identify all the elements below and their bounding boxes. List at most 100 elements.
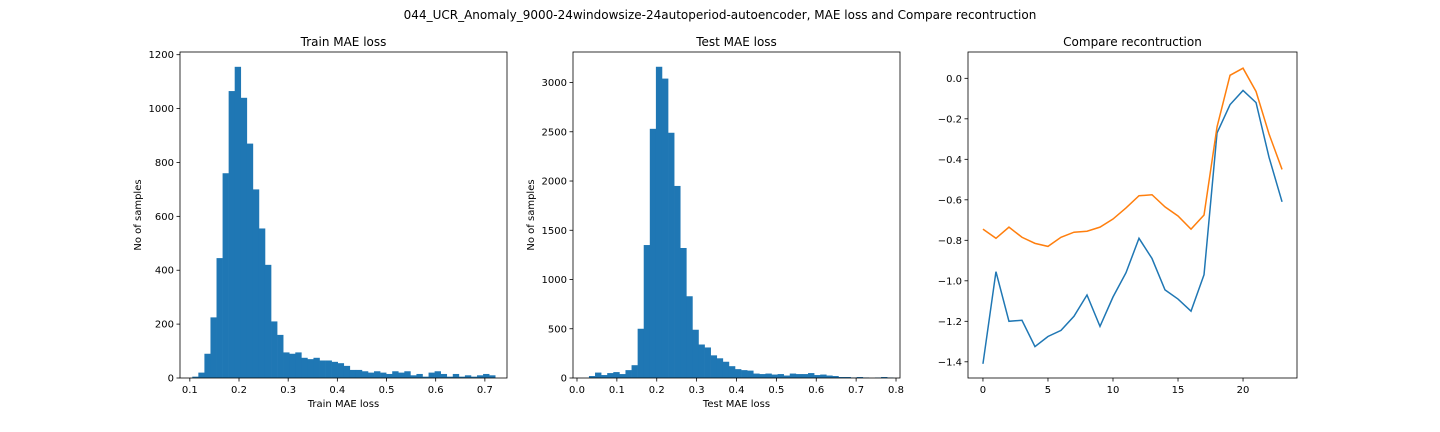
- plot-title: Compare recontruction: [1063, 35, 1202, 49]
- x-tick-label: 0.4: [729, 385, 745, 396]
- histogram-bar: [204, 353, 211, 378]
- x-axis-label: Test MAE loss: [702, 399, 770, 410]
- histogram-bar: [192, 376, 199, 378]
- histogram-bar: [668, 132, 675, 378]
- histogram-bar: [349, 369, 357, 378]
- histogram-bar: [613, 372, 620, 378]
- histogram-bar: [337, 363, 345, 378]
- histogram-bar: [264, 264, 272, 378]
- histogram-bar: [198, 372, 205, 378]
- histogram-bar: [380, 372, 387, 378]
- train-loss-histogram: 0.1 0.2 0.3 0.4 0.5 0.6 0.7 0 200 400 600 800 1000 12…: [133, 35, 508, 410]
- histogram-bar: [856, 377, 864, 378]
- histogram-bar: [367, 372, 375, 378]
- histogram-bar: [258, 228, 266, 378]
- histogram-bar: [680, 247, 687, 378]
- histogram-bar: [470, 376, 478, 378]
- x-tick-label: 15: [1172, 385, 1185, 396]
- histogram-bar: [283, 352, 290, 378]
- histogram-bar: [735, 369, 742, 378]
- y-tick-label: −0.4: [938, 155, 962, 166]
- histogram-bar: [674, 185, 681, 378]
- histogram-bar: [783, 375, 791, 378]
- histogram-bar: [698, 344, 705, 378]
- series-line-2: [982, 67, 1283, 248]
- y-tick-label: 1500: [542, 226, 567, 237]
- histogram-bar: [452, 373, 460, 378]
- histogram-bar: [619, 374, 626, 378]
- x-tick-label: 0.3: [280, 385, 296, 396]
- histogram-bar: [625, 370, 632, 378]
- y-tick-label: 200: [155, 320, 174, 331]
- histogram-bar: [355, 369, 363, 378]
- histogram-bar: [410, 375, 417, 378]
- histogram-bar: [637, 328, 645, 378]
- histogram-bar: [483, 373, 490, 378]
- histogram-bar: [765, 373, 772, 378]
- histogram-bar: [801, 374, 809, 378]
- histogram-bar: [271, 321, 278, 378]
- histogram-bar: [252, 189, 260, 378]
- y-axis-label: No of samples: [133, 179, 144, 250]
- histogram-bar: [759, 374, 766, 378]
- x-tick-label: 0: [980, 385, 986, 396]
- histogram-bar: [289, 353, 296, 378]
- histogram-bar: [222, 173, 229, 378]
- test-loss-histogram: 0.0 0.1 0.2 0.3 0.4 0.5 0.6 0.7 0.8 0 500 1000 1500 2…: [526, 35, 904, 410]
- histogram-bar: [814, 375, 821, 378]
- x-tick-label: 0.6: [428, 385, 444, 396]
- histogram-bar: [795, 374, 803, 378]
- histogram-bar: [446, 376, 454, 378]
- histogram-bar: [428, 372, 435, 378]
- histogram-bar: [753, 373, 760, 378]
- histogram-bar: [631, 365, 638, 378]
- histogram-bar: [826, 375, 833, 378]
- histogram-bar: [464, 375, 472, 378]
- histogram-bar: [838, 377, 845, 378]
- histogram-bar: [246, 143, 254, 378]
- histogram-bar: [704, 347, 711, 378]
- histogram-bar: [741, 370, 748, 378]
- y-tick-label: 2000: [542, 177, 567, 188]
- y-tick-label: 500: [548, 324, 567, 335]
- axes-frame: [967, 51, 1298, 379]
- histogram-bar: [601, 375, 608, 378]
- histogram-bar: [655, 66, 663, 379]
- x-tick-label: 0.5: [379, 385, 395, 396]
- y-tick-label: −1.4: [938, 357, 962, 368]
- histogram-bar: [771, 374, 778, 378]
- histogram-bar: [716, 358, 724, 378]
- x-tick-label: 0.7: [848, 385, 864, 396]
- histogram-bar: [343, 365, 351, 378]
- y-tick-label: 600: [155, 212, 174, 223]
- x-tick-label: 5: [1045, 385, 1051, 396]
- histogram-bar: [643, 245, 651, 378]
- histogram-bar: [434, 371, 441, 378]
- histogram-bar: [210, 317, 217, 378]
- histogram-bar: [789, 373, 797, 378]
- histogram-bar: [808, 373, 815, 378]
- x-tick-label: 0.6: [808, 385, 824, 396]
- histogram-bar: [325, 360, 332, 378]
- histogram-bar: [595, 372, 602, 378]
- y-tick-label: 0: [561, 374, 567, 385]
- y-tick-label: −1.2: [938, 317, 962, 328]
- histogram-bar: [747, 370, 754, 378]
- y-tick-label: 800: [155, 158, 174, 169]
- histogram-bar: [228, 91, 235, 379]
- y-tick-label: 0: [168, 374, 174, 385]
- histogram-bar: [319, 360, 326, 378]
- y-tick-label: 3000: [542, 78, 567, 89]
- x-tick-label: 20: [1237, 385, 1250, 396]
- plot-title: Train MAE loss: [300, 35, 387, 49]
- x-tick-label: 0.1: [182, 385, 198, 396]
- histogram-bar: [422, 376, 429, 378]
- axes-frame: [179, 51, 508, 379]
- y-tick-label: −0.8: [938, 236, 962, 247]
- histogram-bar: [881, 377, 888, 378]
- x-axis-label: Train MAE loss: [307, 399, 379, 410]
- histogram-bar: [216, 258, 223, 378]
- histogram-bar: [710, 355, 718, 378]
- x-tick-label: 0.4: [329, 385, 345, 396]
